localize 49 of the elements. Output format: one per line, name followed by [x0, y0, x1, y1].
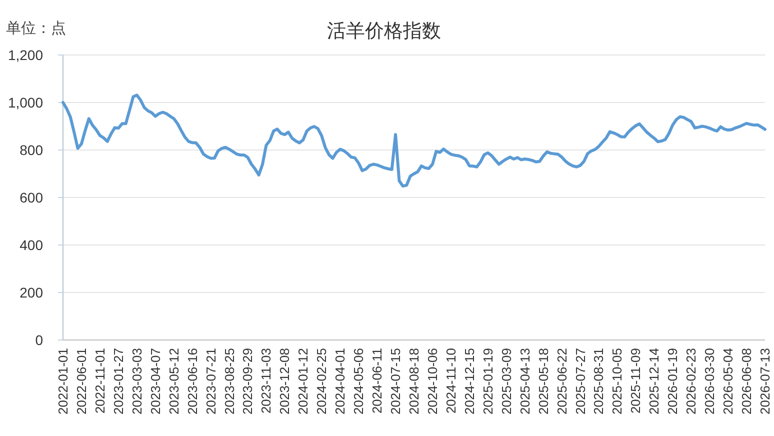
x-tick-label: 2026-03-30 [702, 348, 718, 414]
x-tick-label: 2025-10-05 [610, 348, 625, 414]
x-tick-label: 2024-05-06 [351, 348, 366, 414]
x-tick-label: 2022-11-01 [92, 348, 108, 414]
x-tick-label: 2026-02-23 [684, 348, 699, 414]
x-tick-label: 2023-07-21 [203, 348, 218, 414]
y-tick-label: 1,000 [8, 94, 44, 110]
y-tick-label: 0 [35, 332, 44, 348]
x-tick-label: 2023-05-12 [166, 348, 182, 414]
x-tick-label: 2025-06-22 [554, 348, 570, 414]
y-tick-label: 600 [20, 190, 44, 206]
x-tick-label: 2023-06-16 [184, 348, 200, 414]
line-series [62, 94, 766, 188]
x-tick-label: 2024-07-15 [388, 348, 404, 414]
x-tick-label: 2026-05-04 [720, 348, 736, 414]
x-tick-label: 2026-06-08 [739, 348, 754, 414]
y-axis-title: 单位：点 [6, 20, 66, 37]
x-tick-label: 2023-01-27 [110, 348, 126, 414]
x-tick-label: 2025-11-09 [628, 348, 644, 414]
x-tick-label: 2025-04-13 [517, 348, 532, 414]
y-tick-label: 200 [20, 284, 44, 300]
x-tick-label: 2024-08-18 [406, 348, 422, 414]
x-tick-label: 2024-10-06 [424, 348, 440, 414]
x-tick-label: 2023-08-25 [222, 348, 237, 414]
x-tick-label: 2025-08-31 [591, 348, 606, 414]
x-tick-label: 2025-12-14 [646, 348, 662, 414]
x-tick-label: 2025-07-27 [572, 348, 588, 414]
x-tick-label: 2023-09-29 [240, 348, 256, 414]
x-tick-label: 2025-03-09 [498, 348, 514, 414]
x-tick-label: 2023-12-08 [277, 348, 292, 414]
y-tick-label: 800 [20, 142, 44, 158]
x-tick-label: 2025-05-18 [536, 348, 551, 414]
x-tick-label: 2023-03-03 [129, 348, 144, 414]
x-tick-label: 2026-01-19 [665, 348, 680, 414]
x-tick-label: 2024-11-10 [443, 348, 458, 414]
x-tick-label: 2025-01-19 [480, 348, 496, 414]
y-tick-label: 400 [20, 237, 44, 253]
x-tick-label: 2024-06-11 [370, 348, 385, 414]
x-tick-label: 2023-11-03 [258, 348, 274, 414]
x-tick-label: 2026-07-13 [758, 348, 772, 414]
x-tick-label: 2024-12-15 [462, 348, 477, 414]
x-tick-label: 2022-01-01 [56, 348, 70, 414]
x-tick-label: 2023-04-07 [148, 348, 163, 414]
x-tick-label: 2022-06-01 [74, 348, 89, 414]
x-tick-label: 2024-04-01 [332, 348, 348, 414]
x-tick-label: 2024-02-25 [314, 348, 330, 414]
y-tick-label: 1,200 [8, 47, 44, 63]
x-tick-label: 2024-01-12 [296, 348, 311, 414]
chart-title: 活羊价格指数 [327, 21, 441, 42]
